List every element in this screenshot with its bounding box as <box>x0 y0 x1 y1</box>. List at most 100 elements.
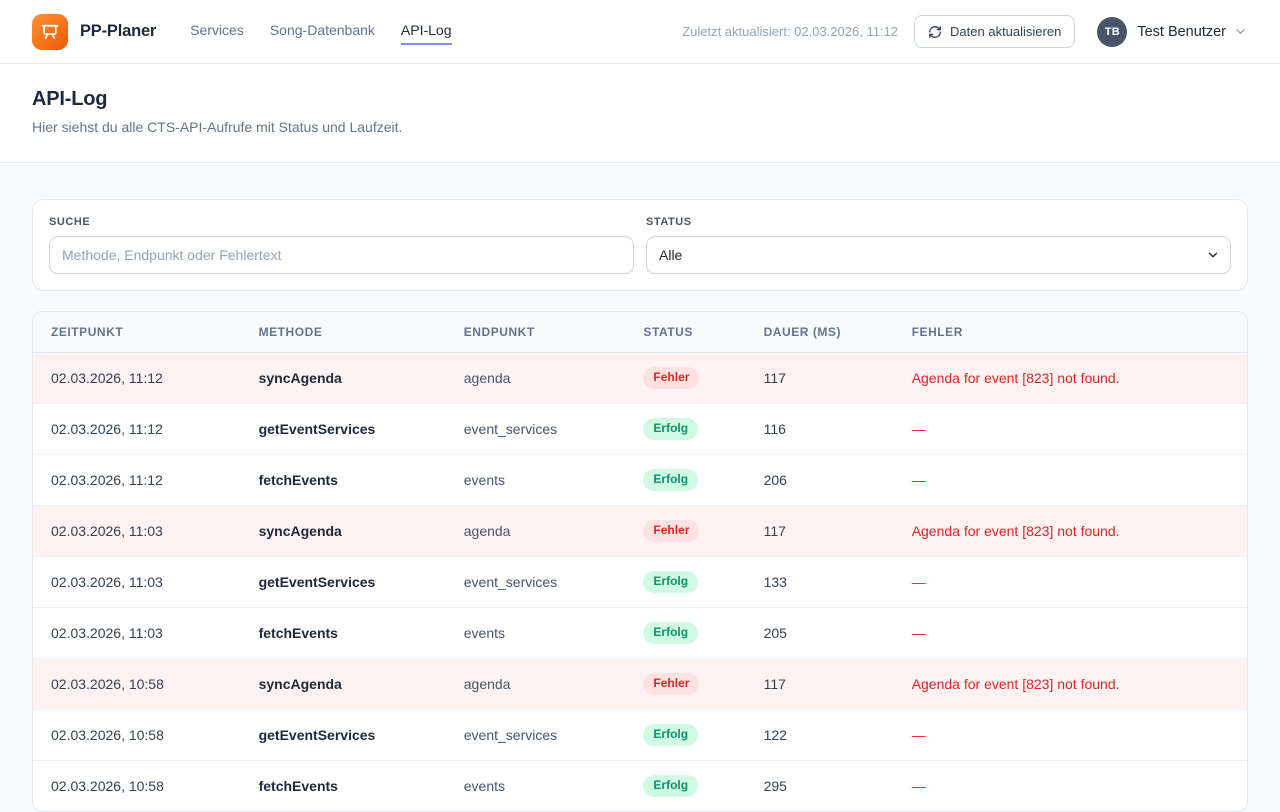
page-subtitle: Hier siehst du alle CTS-API-Aufrufe mit … <box>32 119 403 135</box>
fehler-cell: — <box>893 607 1247 659</box>
dauer-cell: 117 <box>745 658 894 710</box>
methode-cell: syncAgenda <box>240 658 446 710</box>
api-log-table-card: ZEITPUNKT METHODE ENDPUNKT STATUS DAUER (MS)… <box>32 311 1248 812</box>
status-cell: Fehler <box>625 505 746 557</box>
search-field-group: SUCHE <box>49 216 634 274</box>
refresh-button-label: Daten aktualisieren <box>950 24 1062 39</box>
endpunkt-cell: agenda <box>463 370 511 386</box>
zeitpunkt-cell: 02.03.2026, 11:12 <box>33 403 241 455</box>
zeitpunkt-cell: 02.03.2026, 10:58 <box>33 760 241 811</box>
status-badge: Fehler <box>643 520 700 542</box>
status-badge: Erfolg <box>643 571 699 593</box>
nav-link-song-datenbank[interactable]: Song-Datenbank <box>269 22 375 38</box>
dauer-cell: 295 <box>745 760 894 811</box>
fehler-cell: — <box>893 760 1247 811</box>
methode-cell: getEventServices <box>240 556 446 608</box>
topbar: PP-Planer Services Song-Datenbank API-Log … <box>0 0 1280 64</box>
status-badge: Fehler <box>643 367 700 389</box>
table-row: 02.03.2026, 11:12 syncAgenda agenda Fehler 1… <box>33 352 1247 404</box>
table-header-row: ZEITPUNKT METHODE ENDPUNKT STATUS DAUER (MS)… <box>33 312 1247 353</box>
table-row: 02.03.2026, 10:58 getEventServices event_s… <box>33 709 1247 761</box>
status-cell: Fehler <box>625 353 745 404</box>
search-label: SUCHE <box>49 216 91 228</box>
avatar: TB <box>1097 16 1128 47</box>
dauer-cell: 206 <box>745 454 894 506</box>
fehler-cell: Agenda for event [823] not found. <box>893 505 1247 557</box>
dauer-cell: 116 <box>745 403 894 455</box>
api-log-table: ZEITPUNKT METHODE ENDPUNKT STATUS DAUER (MS)… <box>33 312 1247 811</box>
table-row: 02.03.2026, 11:12 fetchEvents events Erfolg… <box>33 454 1247 506</box>
column-header: ZEITPUNKT <box>33 312 241 353</box>
endpunkt-cell: events <box>445 760 626 811</box>
zeitpunkt-cell: 02.03.2026, 11:03 <box>33 607 241 659</box>
nav-link-api-log[interactable]: API-Log <box>400 18 452 45</box>
table-row: 02.03.2026, 11:12 getEventServices event_s… <box>33 403 1247 455</box>
chevron-down-icon <box>1233 24 1248 39</box>
status-label: STATUS <box>646 216 692 228</box>
methode-cell: getEventServices <box>240 709 446 761</box>
methode-cell: syncAgenda <box>240 505 446 557</box>
table-row: 02.03.2026, 11:03 fetchEvents events Erfolg… <box>33 607 1247 659</box>
status-badge: Erfolg <box>643 775 699 797</box>
column-header: ENDPUNKT <box>445 312 626 353</box>
filter-card: SUCHE STATUS Alle <box>32 199 1248 291</box>
endpunkt-cell: events <box>445 454 626 506</box>
status-cell: Fehler <box>625 658 746 710</box>
dauer-cell: 133 <box>745 556 894 608</box>
endpunkt-cell: event_services <box>445 403 626 455</box>
brand-title: PP-Planer <box>80 22 157 40</box>
user-menu[interactable]: TB Test Benutzer <box>1097 16 1248 47</box>
column-header: DAUER (MS) <box>745 312 894 353</box>
zeitpunkt-cell: 02.03.2026, 11:03 <box>33 505 241 557</box>
methode-cell: fetchEvents <box>240 454 446 506</box>
status-cell: Erfolg <box>625 760 746 811</box>
fehler-cell: — <box>893 709 1247 761</box>
dauer-cell: 205 <box>745 607 894 659</box>
page-title: API-Log <box>32 88 108 110</box>
dauer-cell: 117 <box>745 505 894 557</box>
status-cell: Erfolg <box>625 403 746 455</box>
page-header: API-Log Hier siehst du alle CTS-API-Aufr… <box>0 64 1280 163</box>
status-cell: Erfolg <box>625 454 746 506</box>
endpunkt-cell: events <box>445 607 626 659</box>
endpunkt-cell: agenda <box>445 505 626 557</box>
presentation-icon <box>40 22 60 42</box>
fehler-cell: Agenda for event [823] not found. <box>893 658 1247 710</box>
status-badge: Erfolg <box>643 418 699 440</box>
zeitpunkt-cell: 02.03.2026, 10:58 <box>33 658 241 710</box>
last-updated-text: Zuletzt aktualisiert: 02.03.2026, 11:12 <box>682 24 899 39</box>
main-nav: Services Song-Datenbank API-Log <box>190 18 452 45</box>
status-badge: Erfolg <box>643 622 699 644</box>
fehler-cell: — <box>893 454 1247 506</box>
api-log-table-body: 02.03.2026, 11:12 syncAgenda agenda Fehler 1… <box>33 352 1247 811</box>
search-input[interactable] <box>49 236 634 274</box>
fehler-cell: — <box>893 556 1247 608</box>
status-field-group: STATUS Alle <box>646 216 1231 274</box>
dauer-cell: 117 <box>763 370 786 386</box>
refresh-data-button[interactable]: Daten aktualisieren <box>914 15 1076 48</box>
table-row: 02.03.2026, 11:03 getEventServices event_s… <box>33 556 1247 608</box>
column-header: METHODE <box>240 312 446 353</box>
status-cell: Erfolg <box>625 607 746 659</box>
status-select[interactable]: Alle <box>646 236 1231 274</box>
table-row: 02.03.2026, 11:03 syncAgenda agenda Fehler 1… <box>33 505 1247 557</box>
methode-cell: fetchEvents <box>240 607 446 659</box>
fehler-cell: — <box>893 403 1247 455</box>
methode-cell: fetchEvents <box>240 760 446 811</box>
fehler-cell: Agenda for event [823] not found. <box>911 370 1120 386</box>
status-badge: Erfolg <box>643 724 699 746</box>
zeitpunkt-cell: 02.03.2026, 11:12 <box>33 454 241 506</box>
zeitpunkt-cell: 02.03.2026, 10:58 <box>33 709 241 761</box>
refresh-icon <box>928 25 942 39</box>
zeitpunkt-cell: 02.03.2026, 11:03 <box>33 556 241 608</box>
column-header: FEHLER <box>893 312 1247 353</box>
status-badge: Fehler <box>643 673 700 695</box>
column-header: STATUS <box>625 312 746 353</box>
nav-link-services[interactable]: Services <box>190 22 244 38</box>
table-row: 02.03.2026, 10:58 fetchEvents events Erfolg… <box>33 760 1247 811</box>
endpunkt-cell: event_services <box>445 709 626 761</box>
methode-cell: getEventServices <box>240 403 446 455</box>
endpunkt-cell: agenda <box>445 658 626 710</box>
endpunkt-cell: event_services <box>445 556 626 608</box>
user-name: Test Benutzer <box>1137 23 1226 40</box>
